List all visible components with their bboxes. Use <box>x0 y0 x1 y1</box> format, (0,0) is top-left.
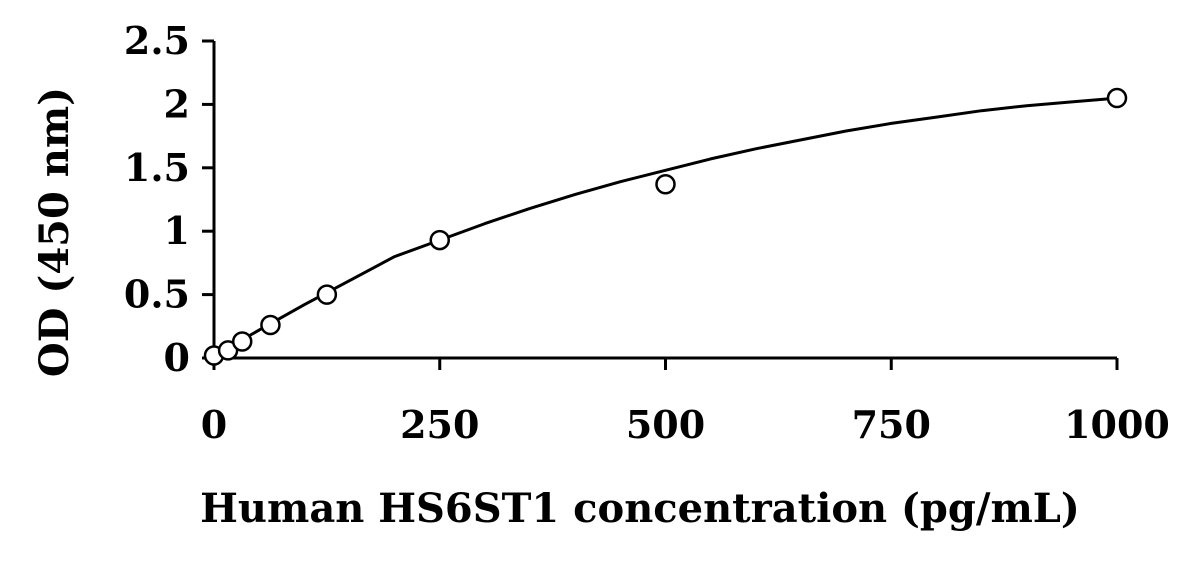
fit-curve-layer <box>213 96 1118 357</box>
y-tick-label: 2 <box>164 81 190 126</box>
y-tick-label: 2.5 <box>124 18 190 63</box>
data-points-layer <box>203 87 1128 366</box>
fit-curve-line <box>213 96 1118 357</box>
data-point <box>217 340 239 361</box>
x-tick-label: 500 <box>626 402 705 447</box>
data-point <box>655 174 676 195</box>
data-point <box>260 314 281 336</box>
data-point <box>316 284 338 305</box>
x-tick-label: 250 <box>400 402 479 447</box>
x-tick-label: 0 <box>201 402 227 447</box>
tick-labels-layer: 0 0.5 1 1.5 2 2.5 0 250 500 750 1000 <box>124 18 1170 447</box>
y-tick-label: 0 <box>164 335 190 380</box>
x-tick-label: 750 <box>852 402 931 447</box>
data-point <box>429 229 450 251</box>
y-tick-label: 0.5 <box>124 272 190 317</box>
data-point <box>1106 87 1128 109</box>
y-axis-title: OD (450 nm) <box>31 87 78 377</box>
x-axis-title: Human HS6ST1 concentration (pg/mL) <box>200 485 1080 532</box>
axes <box>202 39 1119 370</box>
y-tick-label: 1.5 <box>124 145 190 190</box>
y-tick-label: 1 <box>164 208 190 253</box>
data-point <box>231 331 253 352</box>
x-tick-label: 1000 <box>1064 402 1170 447</box>
